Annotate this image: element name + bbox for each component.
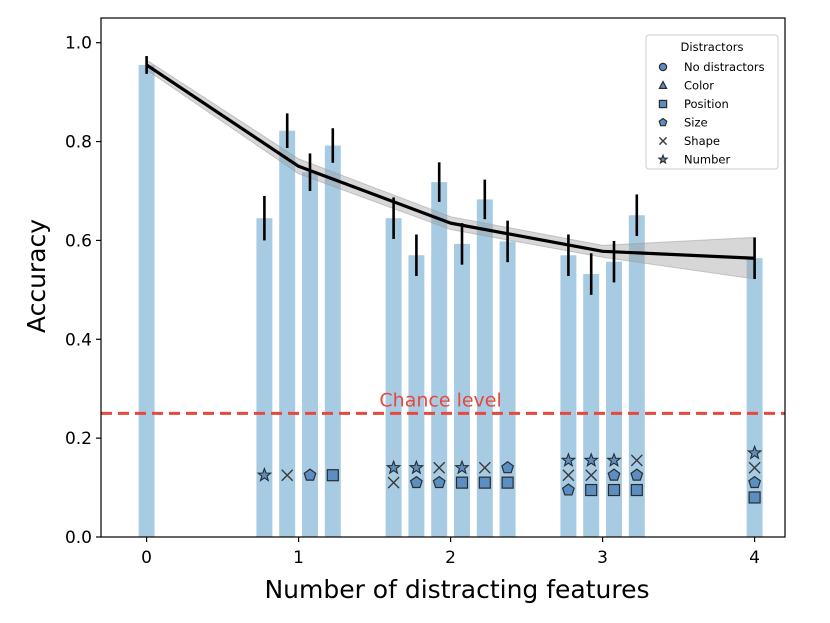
distractor-marker-pentagon-12-1: [607, 468, 621, 481]
legend-marker-square: [658, 99, 668, 109]
bar-15: [746, 258, 763, 537]
distractor-marker-pentagon-5-1: [409, 475, 423, 489]
legend-label-4: Shape: [684, 134, 720, 148]
legend-label-2: Position: [684, 97, 729, 111]
legend-box: [645, 34, 779, 170]
distractor-marker-pentagon-14-2: [748, 475, 762, 489]
bar-2: [279, 130, 296, 537]
distractor-marker-star-0-0: [256, 467, 273, 482]
bar-9: [476, 199, 493, 537]
distractor-marker-square-14-3: [748, 491, 761, 504]
x-tick-label-0: 0: [141, 548, 152, 568]
y-tick-label-3: 0.6: [65, 231, 92, 251]
x-tick-label-1: 1: [293, 548, 304, 568]
distractor-marker-x-11-1: [585, 469, 598, 482]
distractor-marker-x-10-1: [562, 469, 575, 482]
x-axis-label: Number of distracting features: [264, 575, 649, 604]
distractor-marker-pentagon-6-1: [432, 475, 446, 489]
distractor-marker-x-4-1: [387, 476, 400, 489]
y-tick-label-1: 0.2: [65, 429, 92, 449]
legend-marker-circle: [658, 62, 668, 72]
bar-5: [385, 218, 402, 537]
bar-7: [431, 182, 448, 537]
distractor-marker-square-8-1: [478, 476, 491, 489]
distractor-marker-star-7-0: [454, 459, 470, 475]
x-tick-label-2: 2: [445, 548, 456, 568]
bar-3: [302, 172, 318, 537]
distractor-marker-star-14-0: [746, 444, 763, 460]
plot-area: Chance level 0 1 2 3 4 0.0 0.2 0.4 0.6 0.8 1.0 Distr…: [65, 17, 786, 568]
legend: Distractors No distractors Color Position Si…: [645, 34, 779, 170]
bar-1: [256, 218, 273, 537]
legend-label-5: Number: [684, 153, 730, 167]
bar-8: [454, 243, 470, 537]
plot-inner: Chance level: [101, 56, 785, 537]
y-tick-label-2: 0.4: [65, 330, 92, 350]
y-axis-label: Accuracy: [22, 219, 51, 333]
distractor-marker-square-7-1: [455, 476, 469, 489]
distractor-marker-star-12-0: [606, 452, 622, 468]
distractor-marker-pentagon-9-0: [501, 461, 515, 474]
distractor-marker-pentagon-10-2: [561, 483, 575, 496]
trend-confidence-band: [146, 59, 756, 280]
bar-0: [138, 64, 155, 537]
distractor-marker-x-14-1: [748, 461, 761, 474]
bar-12: [583, 274, 600, 537]
legend-label-3: Size: [684, 116, 708, 130]
distractor-marker-square-12-2: [607, 483, 621, 497]
distractor-marker-x-13-0: [630, 454, 643, 467]
legend-title: Distractors: [681, 40, 744, 54]
distractor-marker-star-4-0: [385, 459, 402, 475]
legend-label-1: Color: [684, 79, 714, 93]
distractor-marker-x-8-0: [478, 461, 491, 474]
distractor-marker-square-13-2: [630, 483, 643, 497]
distractor-marker-square-3-0: [326, 469, 339, 482]
distractor-marker-pentagon-2-0: [303, 468, 317, 481]
distractor-marker-star-11-0: [583, 452, 599, 468]
legend-label-0: No distractors: [684, 60, 765, 74]
plot-frame: [100, 17, 786, 538]
legend-marker-star: [657, 153, 669, 165]
trend-line: [145, 63, 755, 260]
bar-4: [324, 145, 341, 537]
x-tick-label-4: 4: [749, 548, 760, 568]
legend-marker-triangle: [658, 80, 668, 89]
y-tick-label-4: 0.8: [65, 133, 92, 153]
distractor-marker-x-1-0: [281, 469, 294, 482]
distractor-marker-square-9-1: [501, 476, 514, 489]
distractor-marker-star-10-0: [560, 452, 577, 468]
bar-10: [499, 241, 516, 537]
distractor-marker-pentagon-13-1: [630, 468, 644, 481]
x-tick-label-3: 3: [597, 548, 608, 568]
distractor-marker-square-11-2: [585, 483, 598, 497]
legend-marker-x: [658, 136, 668, 146]
distractor-marker-x-6-0: [433, 461, 446, 474]
legend-marker-pentagon: [658, 117, 668, 127]
chance-level-label: Chance level: [379, 389, 501, 411]
distractor-marker-star-5-0: [408, 459, 425, 475]
bar-13: [606, 261, 622, 537]
y-tick-label-5: 1.0: [65, 34, 92, 54]
y-tick-label-0: 0.0: [65, 528, 92, 548]
bar-11: [560, 255, 577, 537]
